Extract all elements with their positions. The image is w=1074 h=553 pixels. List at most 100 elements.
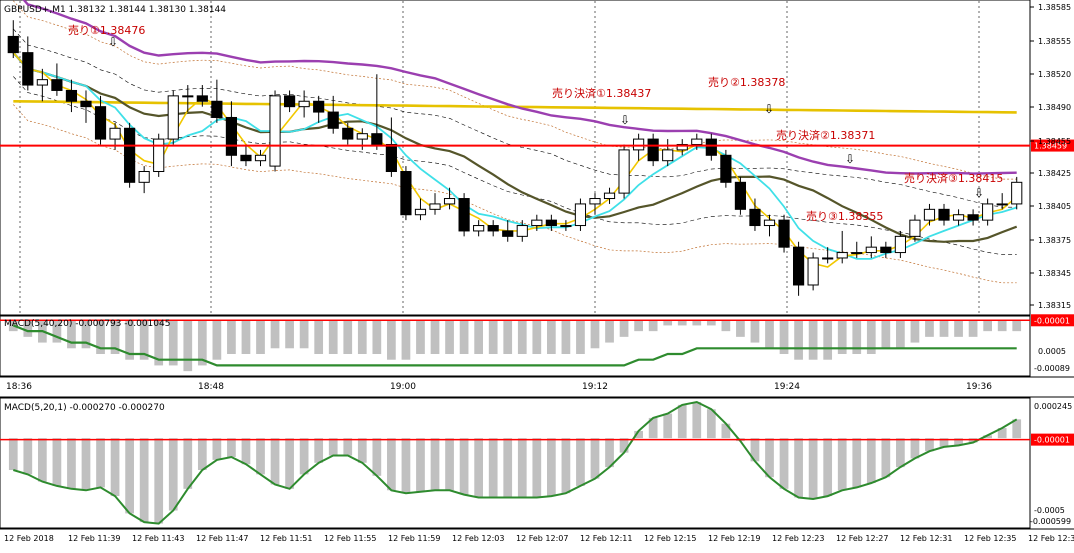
macd2-bar [517,438,527,498]
candle-body [720,154,732,183]
macd1-bar [692,319,702,326]
macd1-bar [168,319,178,366]
main-panel[interactable] [0,0,1031,316]
macd2-bar [37,438,47,482]
candle-body [254,154,267,162]
macd2-bar [154,438,164,524]
macd2-bar [648,417,658,439]
trade-annotation: 売り決済③1.38415 [904,171,1003,185]
macd1-bar [663,319,673,326]
macd1-signal-line [12,324,1017,367]
macd2-bar [81,438,91,491]
date-axis-label: 12 Feb 12:27 [836,534,888,543]
macd2-bar [561,438,571,494]
macd2-bar [532,438,542,498]
macd2-bar [925,438,934,452]
macd2-bar [212,438,222,460]
macd1-bar [96,319,105,354]
candle-body [443,198,456,205]
macd1-bar [619,319,629,337]
macd1-bar [197,319,207,366]
price-tick-label: 1.38405 [1038,202,1071,211]
time-axis-label: 19:36 [966,382,992,392]
candle-body [51,79,63,91]
candle-body [923,208,936,221]
macd1-bar [154,319,164,366]
macd2-bar [488,438,498,498]
price-tick-label: 1.38520 [1038,70,1071,79]
macd1-bar [750,319,760,343]
macd1-bar [357,319,367,354]
macd2-bar [387,438,396,491]
macd1-bar [372,319,382,354]
time-axis-label: 18:36 [6,382,32,392]
date-axis-label: 12 Feb 11:55 [324,534,376,543]
macd2-bar [677,404,687,439]
macd1-bar [212,319,222,360]
macd2-bar [372,438,382,476]
candle-body [124,127,136,183]
candle-body [94,106,107,140]
candle-body [560,225,572,228]
candle-body [283,95,296,108]
macd2-bar [8,438,18,471]
candle-body [429,203,441,210]
macd2-bar [896,438,905,468]
macd2-bar [619,438,629,453]
macd2-level-box [1031,433,1074,446]
candle-body [414,208,427,216]
candle-body [662,149,674,162]
candle-body [36,79,48,86]
macd1-bar [866,319,876,354]
macd2-bar [474,438,484,498]
candle-body [938,208,950,221]
candle-body [894,235,906,254]
date-axis-label: 12 Feb 11:43 [132,534,184,543]
macd2-bar [459,438,469,495]
macd1-bar [576,319,585,354]
candle-body [269,95,281,167]
macd2-bar [910,438,920,459]
macd2-bar [314,438,324,463]
trade-annotation: 売り決済②1.38371 [776,128,875,142]
macd2-bar [590,438,600,479]
macd1-bar [285,319,294,349]
macd1-bar [256,319,265,354]
candle-body [356,133,368,140]
macd1-bar [852,319,862,354]
candle-body [545,219,557,227]
macd1-bar [779,319,789,354]
candle-body [473,225,485,232]
candle-body [502,230,514,237]
macd2-header: MACD(5,20,1) -0.000270 -0.000270 [4,403,165,413]
macd1-bar [241,319,251,354]
candle-body [574,203,587,227]
candle-body [327,111,339,129]
macd2-bar [706,409,716,439]
candle-body [211,100,223,118]
macd2-axis-label: 0.000245 [1034,402,1072,411]
trade-arrow-icon: ⇩ [764,102,774,116]
macd2-bar [67,438,76,489]
macd2-bar [401,438,411,494]
price-tick-label: 1.38555 [1038,37,1071,46]
date-axis-label: 12 Feb 11:59 [388,534,440,543]
candle-body [589,198,601,205]
macd1-bar [503,319,513,354]
macd2-bar [357,438,367,463]
macd2-bar [997,428,1007,439]
macd2-bar [503,438,513,498]
trade-annotation: 売り決済①1.38437 [552,86,651,100]
macd1-bar [67,319,76,349]
macd2-bar [750,438,760,462]
macd2-bar [808,438,818,499]
current-price-label: 1.38459 [1034,142,1067,151]
price-tick-label: 1.38345 [1038,269,1071,278]
macd1-bar [416,319,425,354]
candle-body [80,100,92,108]
macd2-bar [183,438,193,489]
candle-body [385,143,397,173]
candle-body [22,52,34,86]
macd2-bar [765,438,774,478]
macd2-bar [430,438,440,491]
